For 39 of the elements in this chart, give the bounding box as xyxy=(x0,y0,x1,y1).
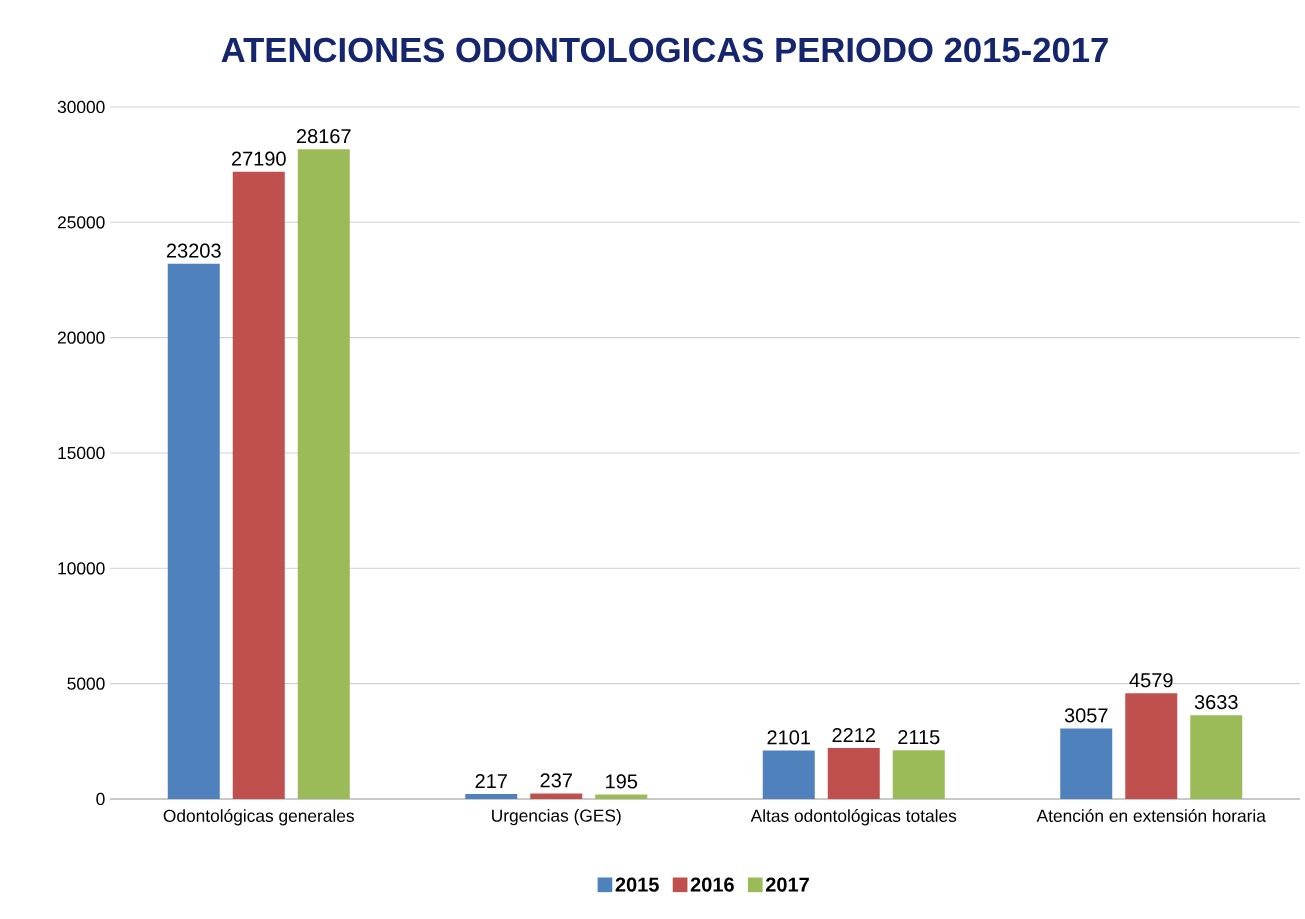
legend-label: 2015 xyxy=(615,877,659,892)
y-tick-label: 30000 xyxy=(57,100,105,114)
bar xyxy=(892,750,945,799)
bar xyxy=(595,794,648,799)
bar xyxy=(530,793,583,799)
data-label: 237 xyxy=(540,773,572,788)
x-tick-label: Atención en extensión horaria xyxy=(1036,809,1266,822)
bar xyxy=(167,263,220,799)
bar xyxy=(1060,728,1113,799)
bar xyxy=(1125,693,1178,799)
bar xyxy=(232,171,285,799)
data-label: 2115 xyxy=(898,729,940,745)
x-tick-label: Urgencias (GES) xyxy=(492,809,621,826)
y-tick-label: 15000 xyxy=(58,446,105,460)
data-label: 2101 xyxy=(767,730,811,745)
bar xyxy=(762,750,815,799)
y-tick-label: 20000 xyxy=(57,331,105,344)
y-tick-label: 25000 xyxy=(57,216,105,229)
data-label: 2212 xyxy=(832,727,875,742)
y-tick-label: 5000 xyxy=(67,677,105,690)
data-label: 23203 xyxy=(166,243,221,258)
data-label: 195 xyxy=(606,774,638,789)
bar xyxy=(297,149,350,799)
legend-label: 2017 xyxy=(765,877,809,892)
x-tick-label: Altas odontológicas totales xyxy=(750,809,957,826)
x-tick-label: Odontológicas generales xyxy=(163,809,354,826)
bar xyxy=(1190,715,1243,799)
chart-title: ATENCIONES ODONTOLOGICAS PERIODO 2015-2017 xyxy=(221,37,1108,63)
y-tick-label: 10000 xyxy=(58,562,105,575)
bar xyxy=(465,793,518,799)
y-tick-label: 0 xyxy=(96,792,105,806)
legend-label: 2016 xyxy=(690,877,734,892)
data-label: 3057 xyxy=(1064,708,1108,723)
bar xyxy=(827,747,880,799)
data-label: 28167 xyxy=(296,129,351,144)
data-label: 4579 xyxy=(1129,673,1173,688)
data-label: 217 xyxy=(475,773,507,788)
data-label: 27190 xyxy=(231,151,286,166)
data-label: 3633 xyxy=(1194,694,1238,710)
